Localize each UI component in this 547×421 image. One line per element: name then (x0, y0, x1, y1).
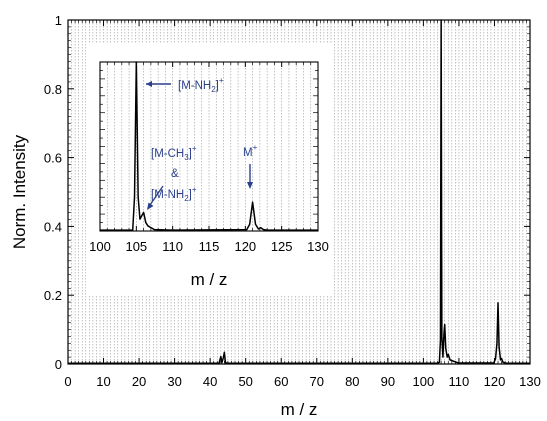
inset-series (100, 61, 318, 231)
x-tick-label: 80 (345, 374, 359, 389)
x-tick-label: 130 (307, 239, 329, 254)
x-tick-label: 0 (64, 374, 71, 389)
spectrum-trace (68, 19, 530, 365)
annotation-label: M+ (243, 143, 258, 159)
x-tick-label: 30 (167, 374, 181, 389)
y-tick-label: 0 (55, 357, 62, 372)
inset-ticks: 100 105 110 115 120 125 130 (89, 61, 329, 254)
arrow-head-icon (147, 202, 154, 210)
annotation-m-plus: M+ (243, 143, 258, 189)
arrow-head-icon (247, 182, 253, 189)
x-tick-label: 40 (203, 374, 217, 389)
spectrum-trace (100, 61, 318, 231)
x-tick-label: 105 (125, 239, 147, 254)
x-tick-label: 90 (381, 374, 395, 389)
y-tick-label: 0.6 (44, 151, 62, 166)
x-tick-label: 100 (413, 374, 435, 389)
main-series (68, 19, 530, 365)
main-plot-frame (67, 19, 531, 365)
y-tick-label: 0.4 (44, 219, 62, 234)
x-tick-label: 60 (274, 374, 288, 389)
x-tick-label: 10 (96, 374, 110, 389)
x-tick-label: 70 (310, 374, 324, 389)
x-tick-label: 110 (449, 374, 470, 389)
x-tick-label: 120 (484, 374, 506, 389)
y-tick-label: 1 (55, 13, 62, 28)
inset-plot-frame (99, 61, 319, 232)
annotation-label: [M-NH2]+ (178, 76, 224, 94)
y-tick-label: 0.8 (44, 82, 62, 97)
x-tick-label: 120 (234, 239, 256, 254)
main-y-axis-label: Norm. Intensity (10, 134, 29, 249)
main-ticks: 0 10 20 30 40 50 60 70 80 90 100 110 120 130 0 0.2 0.4 0.… (44, 13, 541, 389)
x-tick-label: 20 (132, 374, 146, 389)
annotation-m-ch3-m-nh2: [M-CH3]+ & [M-NH2]+ (147, 144, 197, 210)
arrow-head-icon (146, 81, 152, 87)
inset-background (86, 44, 334, 296)
inset-x-axis-label: m / z (191, 270, 228, 289)
annotation-m-nh2: [M-NH2]+ (146, 76, 224, 94)
x-tick-label: 115 (199, 239, 220, 254)
x-tick-label: 110 (162, 239, 183, 254)
annotation-label: [M-CH3]+ (151, 144, 197, 162)
x-tick-label: 125 (271, 239, 293, 254)
y-tick-label: 0.2 (44, 288, 62, 303)
annotation-ampersand: & (171, 168, 179, 180)
annotation-arrow (149, 185, 164, 206)
x-tick-label: 100 (89, 239, 111, 254)
x-tick-label: 50 (238, 374, 252, 389)
main-x-axis-label: m / z (281, 400, 318, 419)
x-tick-label: 130 (519, 374, 541, 389)
